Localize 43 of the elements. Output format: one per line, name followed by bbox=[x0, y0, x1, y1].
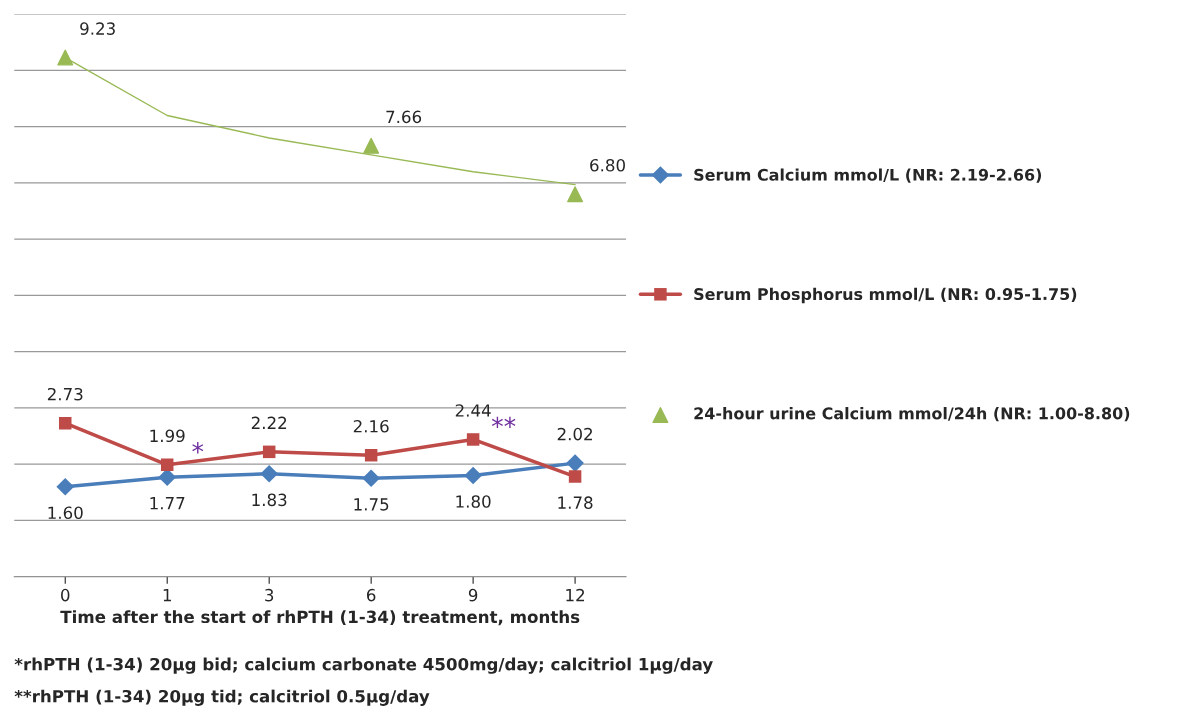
data-label: 7.66 bbox=[386, 110, 422, 124]
x-axis-title: Time after the start of rhPTH (1-34) treatment, months bbox=[60, 610, 580, 626]
point bbox=[58, 416, 72, 430]
text: *rhPTH (1-34) 20μg bid; calcium carbonate 4500mg/day; calcitriol 1μg/day bbox=[14, 657, 713, 674]
annotation: * bbox=[192, 442, 204, 454]
point bbox=[260, 464, 279, 483]
point bbox=[566, 454, 584, 472]
point bbox=[57, 49, 74, 66]
legend-label: Serum Phosphorus mmol/L (NR: 0.95-1.75) bbox=[694, 287, 1077, 304]
text: **rhPTH (1-34) 20μg tid; calcitriol 0.5μg/day bbox=[14, 689, 430, 706]
legend-label: 24-hour urine Calcium mmol/24h (NR: 1.00-8.80) bbox=[694, 407, 1130, 422]
legend-label: Serum Calcium mmol/L (NR: 2.19-2.66) bbox=[694, 168, 1042, 183]
data-label: 1.80 bbox=[456, 495, 491, 508]
data-label: 1.77 bbox=[150, 497, 185, 510]
data-label: 9.23 bbox=[80, 22, 115, 35]
point bbox=[362, 469, 380, 488]
x-tick-label: 0 bbox=[61, 588, 70, 602]
data-label: 2.02 bbox=[557, 427, 592, 441]
data-label: 1.83 bbox=[252, 493, 287, 507]
x-tick-label: 3 bbox=[265, 588, 274, 602]
data-label: 1.78 bbox=[558, 496, 593, 509]
data-label: 1.75 bbox=[354, 498, 389, 511]
point bbox=[464, 466, 482, 485]
annotation: ** bbox=[491, 416, 516, 429]
x-tick-label: 9 bbox=[468, 588, 478, 602]
data-label: 2.22 bbox=[251, 416, 287, 429]
data-label: 1.60 bbox=[48, 506, 83, 520]
data-label: 2.16 bbox=[353, 419, 389, 433]
point bbox=[363, 137, 380, 154]
x-tick-label: 1 bbox=[163, 589, 171, 602]
point bbox=[262, 445, 276, 459]
point bbox=[567, 186, 584, 203]
data-label: 6.80 bbox=[590, 158, 625, 172]
x-tick-label: 6 bbox=[367, 588, 376, 602]
data-label: 2.73 bbox=[47, 387, 83, 401]
data-label: 2.44 bbox=[455, 404, 491, 417]
point bbox=[364, 448, 378, 462]
x-tick-label: 12 bbox=[566, 588, 585, 602]
point bbox=[466, 433, 480, 446]
data-label: 1.99 bbox=[150, 429, 185, 443]
point bbox=[568, 470, 582, 483]
point bbox=[160, 458, 174, 472]
point bbox=[56, 477, 75, 496]
